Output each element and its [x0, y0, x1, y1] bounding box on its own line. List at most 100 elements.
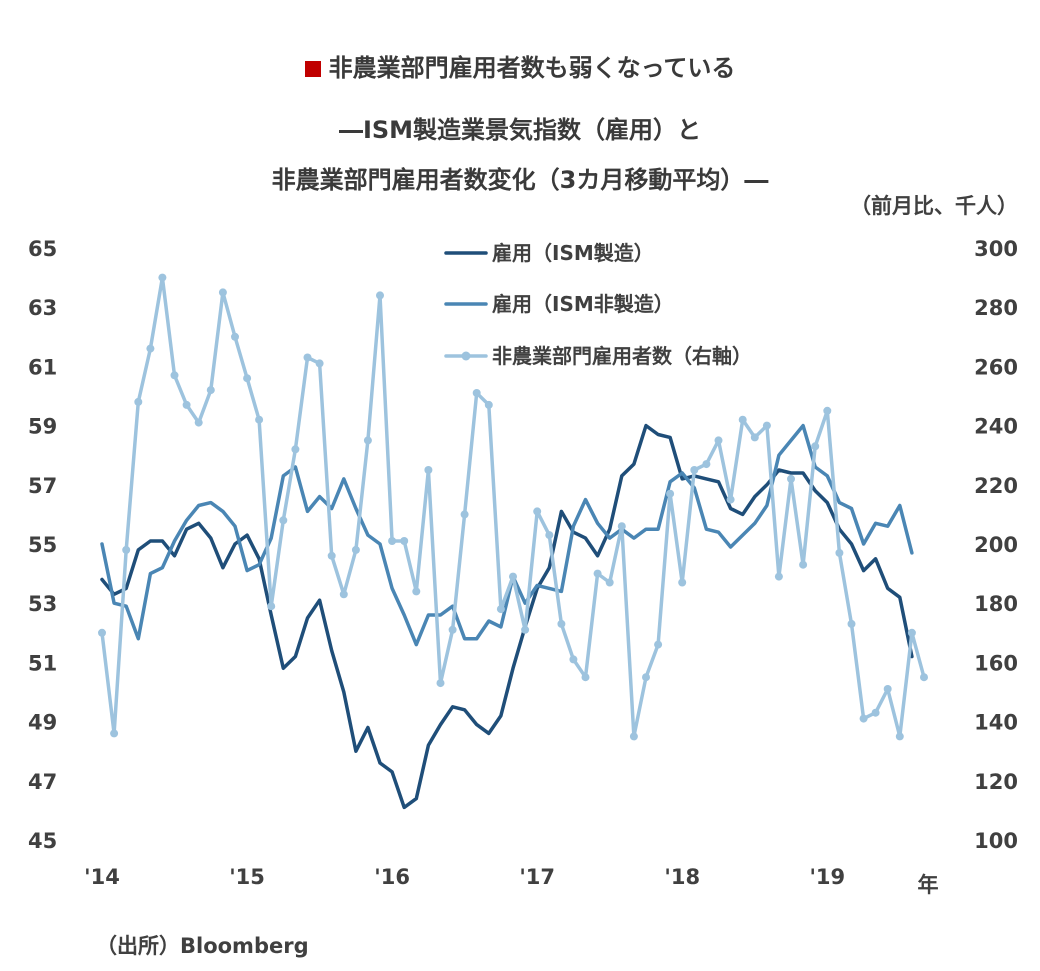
series-3-point — [255, 415, 264, 424]
y-right-tick-label: 220 — [974, 474, 1018, 498]
series-3-point — [424, 466, 433, 474]
x-tick-label: '17 — [519, 865, 555, 889]
series-3-point — [799, 560, 808, 569]
x-tick-label: '19 — [809, 865, 845, 889]
series-3-point — [521, 625, 530, 634]
series-3-point — [593, 569, 602, 578]
series-3-point — [642, 673, 650, 682]
y-left-tick-label: 65 — [28, 237, 57, 261]
series-3-point — [702, 460, 711, 469]
y-right-tick-label: 260 — [974, 355, 1018, 379]
series-3-point — [134, 397, 143, 406]
series-3-point — [363, 436, 372, 445]
series-3-point — [859, 714, 868, 723]
right-axis-unit: （前月比、千人） — [850, 194, 1018, 218]
series-3-point — [194, 418, 203, 427]
series-3-point — [98, 628, 106, 637]
y-left-tick-label: 47 — [28, 770, 57, 794]
series-3-point — [158, 273, 167, 282]
series-3-point — [787, 474, 795, 483]
series-3-point — [762, 421, 771, 430]
series-3-point — [279, 516, 288, 525]
series-3-point — [569, 655, 578, 664]
x-axis-unit: 年 — [918, 873, 939, 897]
y-right-tick-label: 140 — [974, 711, 1018, 735]
legend-label-3: 非農業部門雇用者数（右軸） — [492, 344, 752, 368]
series-3-point — [243, 374, 252, 383]
y-left-tick-label: 45 — [28, 829, 57, 853]
series-3-point — [750, 433, 759, 442]
y-left-tick-label: 59 — [28, 415, 57, 439]
series-3-point — [690, 466, 699, 474]
series-3-point — [170, 371, 179, 380]
series-3-point — [110, 729, 119, 738]
series-3-point — [557, 619, 566, 628]
legend-marker-3 — [461, 351, 471, 361]
chart-title-line-3: 非農業部門雇用者数変化（3カ月移動平均）― — [271, 166, 769, 194]
series-3-point — [629, 732, 638, 741]
legend-label-2: 雇用（ISM非製造） — [492, 292, 674, 316]
series-3-point — [883, 685, 892, 693]
series-3-point — [351, 545, 360, 554]
x-tick-label: '18 — [664, 865, 700, 889]
series-3-point — [291, 445, 300, 454]
series-3-point — [339, 590, 348, 599]
series-3-point — [823, 406, 832, 415]
y-right-tick-label: 280 — [974, 296, 1018, 320]
series-3-point — [738, 415, 747, 424]
series-3-point — [847, 619, 856, 628]
series-3-point — [811, 442, 820, 451]
y-right-tick-label: 100 — [974, 829, 1018, 853]
series-3-point — [509, 572, 517, 581]
series-3-point — [218, 288, 227, 297]
series-3-point — [617, 522, 626, 531]
y-left-tick-label: 63 — [28, 296, 57, 320]
series-3-point — [907, 628, 916, 637]
chart-title-line-1: 非農業部門雇用者数も弱くなっている — [0, 48, 1040, 83]
series-line-1 — [100, 423, 914, 810]
series-3-point — [533, 507, 542, 516]
chart-title-line-2: ―ISM製造業景気指数（雇用）と — [338, 116, 702, 144]
series-3-point — [654, 640, 663, 649]
series-3-point — [267, 602, 276, 611]
x-tick-label: '14 — [84, 865, 120, 889]
y-right-tick-label: 240 — [974, 415, 1018, 439]
y-left-tick-label: 51 — [28, 651, 57, 675]
series-3-point — [460, 510, 469, 519]
title-marker-square — [304, 61, 321, 77]
series-3-point — [605, 578, 614, 587]
series-3-point — [388, 537, 397, 545]
y-right-tick-label: 200 — [974, 533, 1018, 557]
series-3-point — [182, 400, 191, 409]
series-3-point — [920, 673, 928, 682]
series-3-point — [327, 551, 336, 560]
source-note: （出所）Bloomberg — [96, 934, 309, 958]
y-right-tick-label: 160 — [974, 651, 1018, 675]
series-3-point — [303, 353, 312, 362]
y-left-tick-label: 61 — [28, 355, 57, 379]
series-3-point — [412, 587, 421, 596]
x-tick-label: '15 — [229, 865, 265, 889]
y-right-tick-label: 180 — [974, 592, 1018, 616]
legend-label-1: 雇用（ISM製造） — [492, 241, 654, 265]
series-3-point — [678, 578, 687, 587]
series-3-point — [714, 436, 723, 445]
y-left-tick-label: 57 — [28, 474, 57, 498]
series-3-point — [231, 332, 239, 341]
series-3-point — [448, 625, 457, 634]
series-3-point — [122, 545, 131, 554]
series-3-point — [484, 400, 493, 409]
series-3-point — [545, 531, 554, 540]
y-left-tick-label: 49 — [28, 711, 57, 735]
series-3-point — [581, 673, 590, 682]
series-line-2 — [100, 423, 914, 647]
y-right-tick-label: 120 — [974, 770, 1018, 794]
series-3-point — [871, 708, 880, 717]
y-left-tick-label: 53 — [28, 592, 57, 616]
series-3-point — [666, 489, 675, 498]
y-right-tick-label: 300 — [974, 237, 1018, 261]
y-left-tick-label: 55 — [28, 533, 57, 557]
series-3-point — [315, 359, 324, 368]
series-3-point — [146, 344, 155, 353]
